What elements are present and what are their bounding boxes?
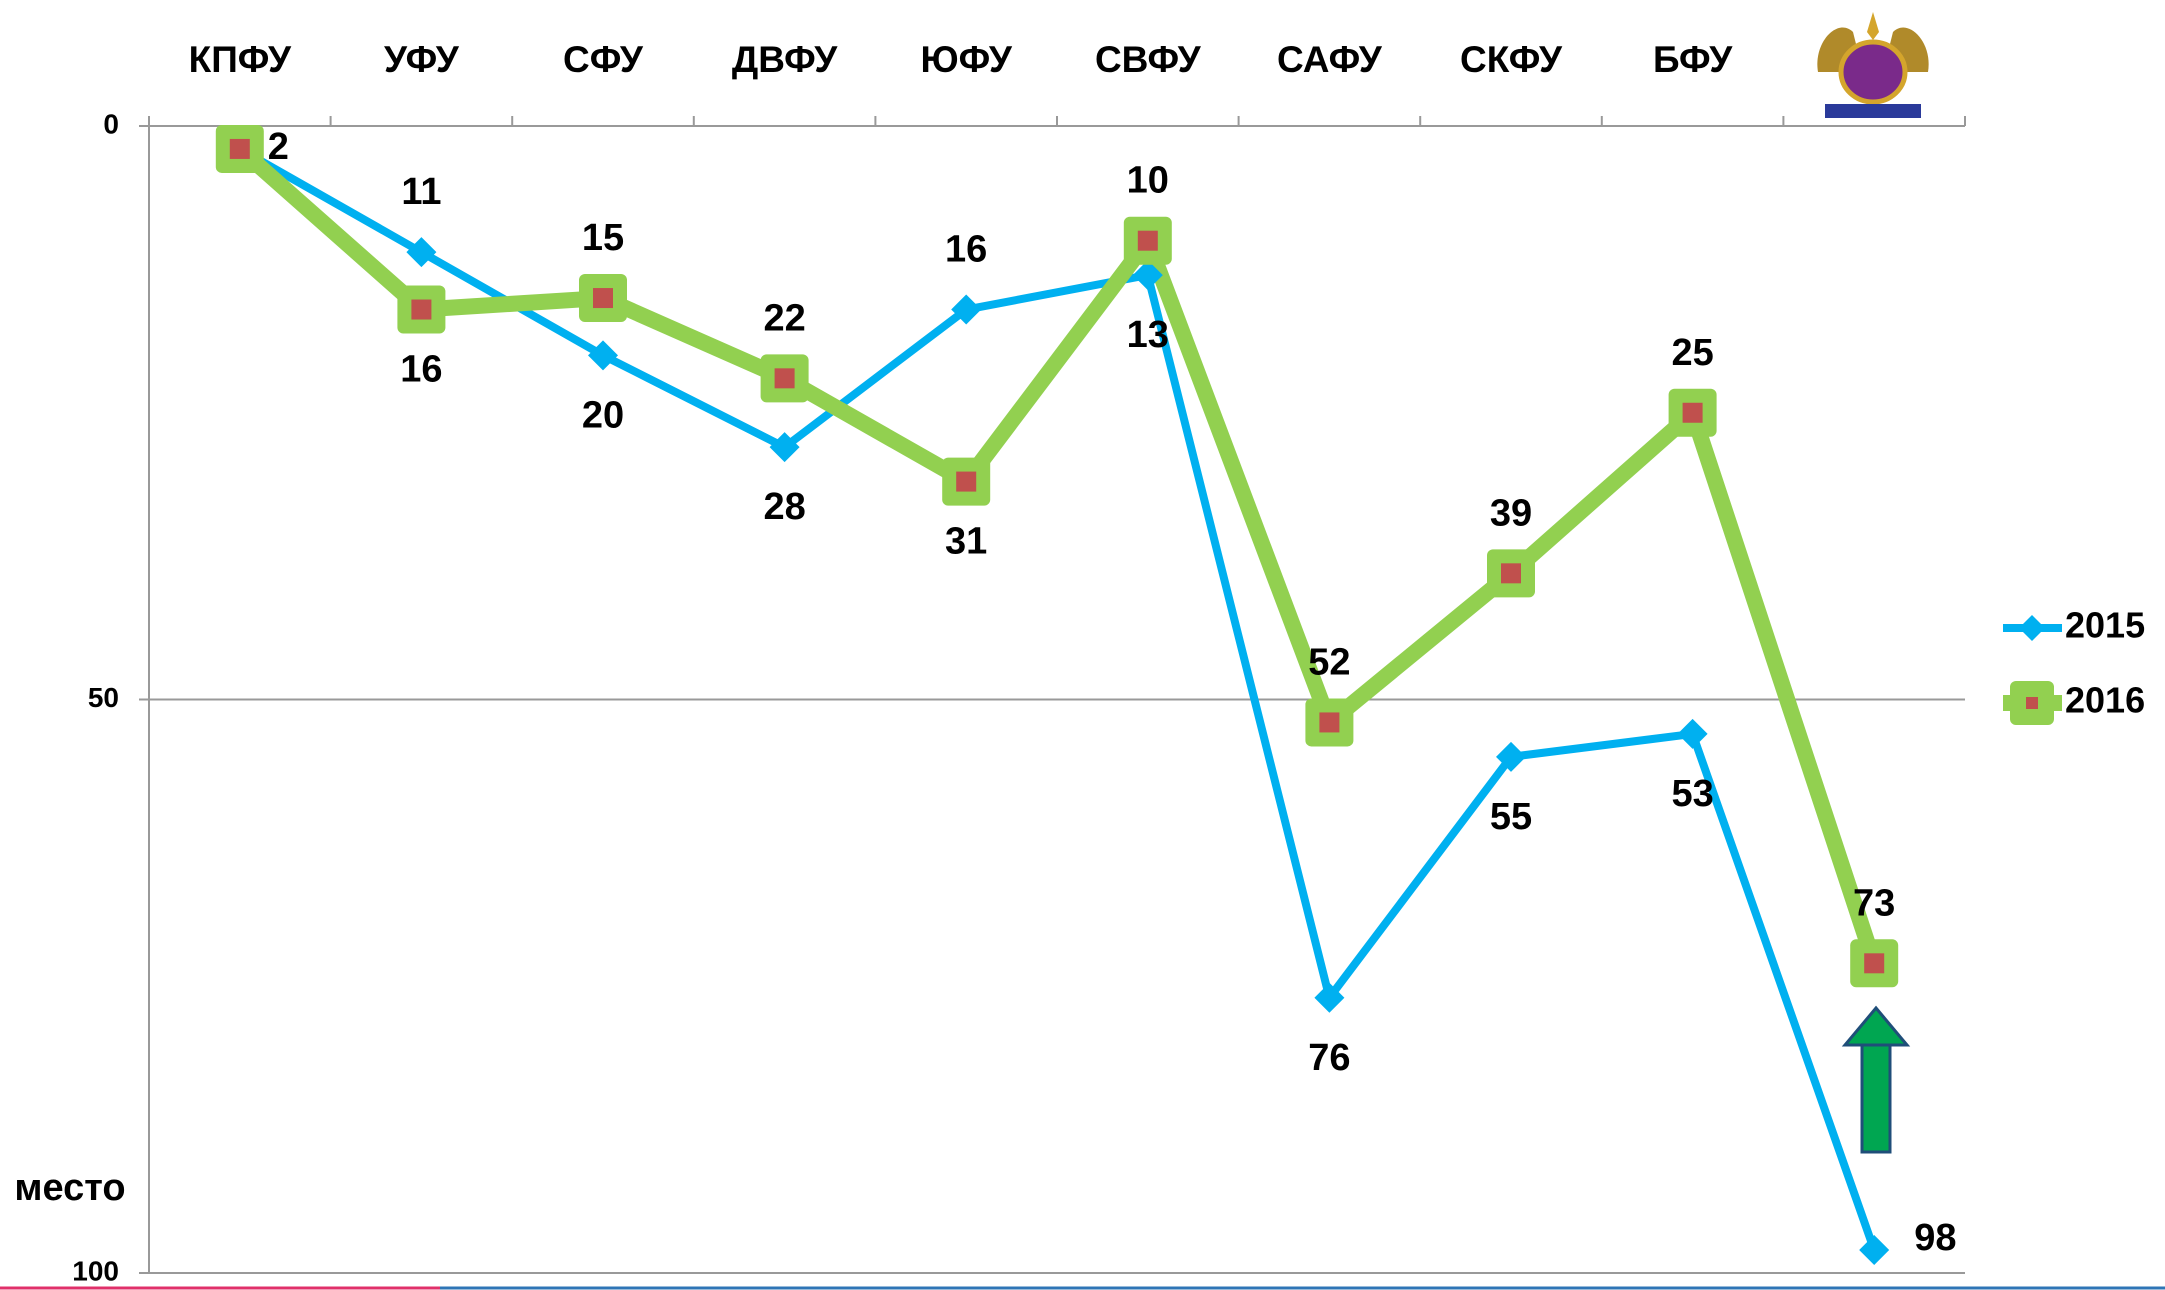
series-line <box>234 142 1882 966</box>
marker-diamond <box>588 340 618 371</box>
y-tick-label: 0 <box>103 108 119 139</box>
data-label: 39 <box>1490 492 1532 534</box>
data-label: 20 <box>582 394 624 436</box>
data-label: 11 <box>401 171 441 213</box>
marker-diamond <box>1677 718 1708 749</box>
logo <box>1817 12 1929 118</box>
data-label: 13 <box>1127 314 1169 356</box>
data-label: 53 <box>1671 773 1713 815</box>
x-tick-label: ЮФУ <box>921 39 1013 80</box>
x-tick-label: ДВФУ <box>732 39 838 80</box>
data-label: 52 <box>1308 641 1350 683</box>
logo-shield <box>1838 39 1908 105</box>
x-tick-label: САФУ <box>1277 39 1383 80</box>
marker-inner <box>1137 230 1158 251</box>
data-label: 31 <box>945 521 987 563</box>
marker-diamond <box>1132 260 1163 291</box>
marker <box>1132 260 1163 291</box>
data-label: 22 <box>763 297 805 339</box>
marker-diamond <box>1314 982 1345 1013</box>
marker-diamond <box>769 432 800 463</box>
x-tick-label: СВФУ <box>1095 39 1202 80</box>
y-tick-label: 50 <box>88 682 119 713</box>
data-label: 16 <box>400 349 442 391</box>
data-label: 10 <box>1127 160 1169 202</box>
data-label: 98 <box>1914 1217 1956 1259</box>
marker-inner <box>229 138 250 159</box>
x-tick-label: БФУ <box>1653 39 1733 80</box>
y-tick-label: 100 <box>72 1255 119 1286</box>
marker-inner <box>1319 712 1340 733</box>
x-tick-label: КПФУ <box>189 39 292 80</box>
marker <box>1677 718 1708 749</box>
marker-inner <box>1501 563 1521 584</box>
legend-marker <box>2019 615 2045 641</box>
marker-diamond <box>1496 741 1526 772</box>
arrow-up <box>1841 1005 1911 1154</box>
marker <box>1496 741 1526 772</box>
data-label: 76 <box>1308 1037 1350 1079</box>
logo-star <box>1867 12 1879 40</box>
legend-marker-inner <box>2026 697 2038 709</box>
x-tick-label: СКФУ <box>1460 39 1563 80</box>
x-tick-label: СФУ <box>563 39 644 80</box>
marker-diamond <box>951 294 982 325</box>
legend-label: 2015 <box>2065 605 2145 646</box>
data-label: 55 <box>1490 796 1532 838</box>
data-label: 16 <box>945 229 987 271</box>
marker <box>769 432 800 463</box>
marker-inner <box>1864 953 1885 974</box>
marker <box>588 340 618 371</box>
data-label: 28 <box>763 486 805 528</box>
data-label: 25 <box>1671 332 1713 374</box>
marker <box>951 294 982 325</box>
marker-inner <box>956 471 977 492</box>
legend-label: 2016 <box>2065 680 2145 721</box>
marker-inner <box>774 368 795 389</box>
marker-diamond <box>406 237 437 268</box>
marker <box>406 237 437 268</box>
y-axis-label: место <box>14 1167 125 1209</box>
data-label: 73 <box>1853 882 1895 924</box>
marker-inner <box>1682 402 1703 423</box>
marker-diamond <box>1859 1235 1890 1266</box>
marker <box>1314 982 1345 1013</box>
x-tick-label: УФУ <box>384 39 460 80</box>
marker-inner <box>593 288 613 309</box>
marker-inner <box>411 299 432 320</box>
marker <box>1859 1235 1890 1266</box>
data-label: 15 <box>582 217 624 259</box>
logo-ribbon <box>1825 104 1921 118</box>
data-label: 2 <box>268 126 289 168</box>
